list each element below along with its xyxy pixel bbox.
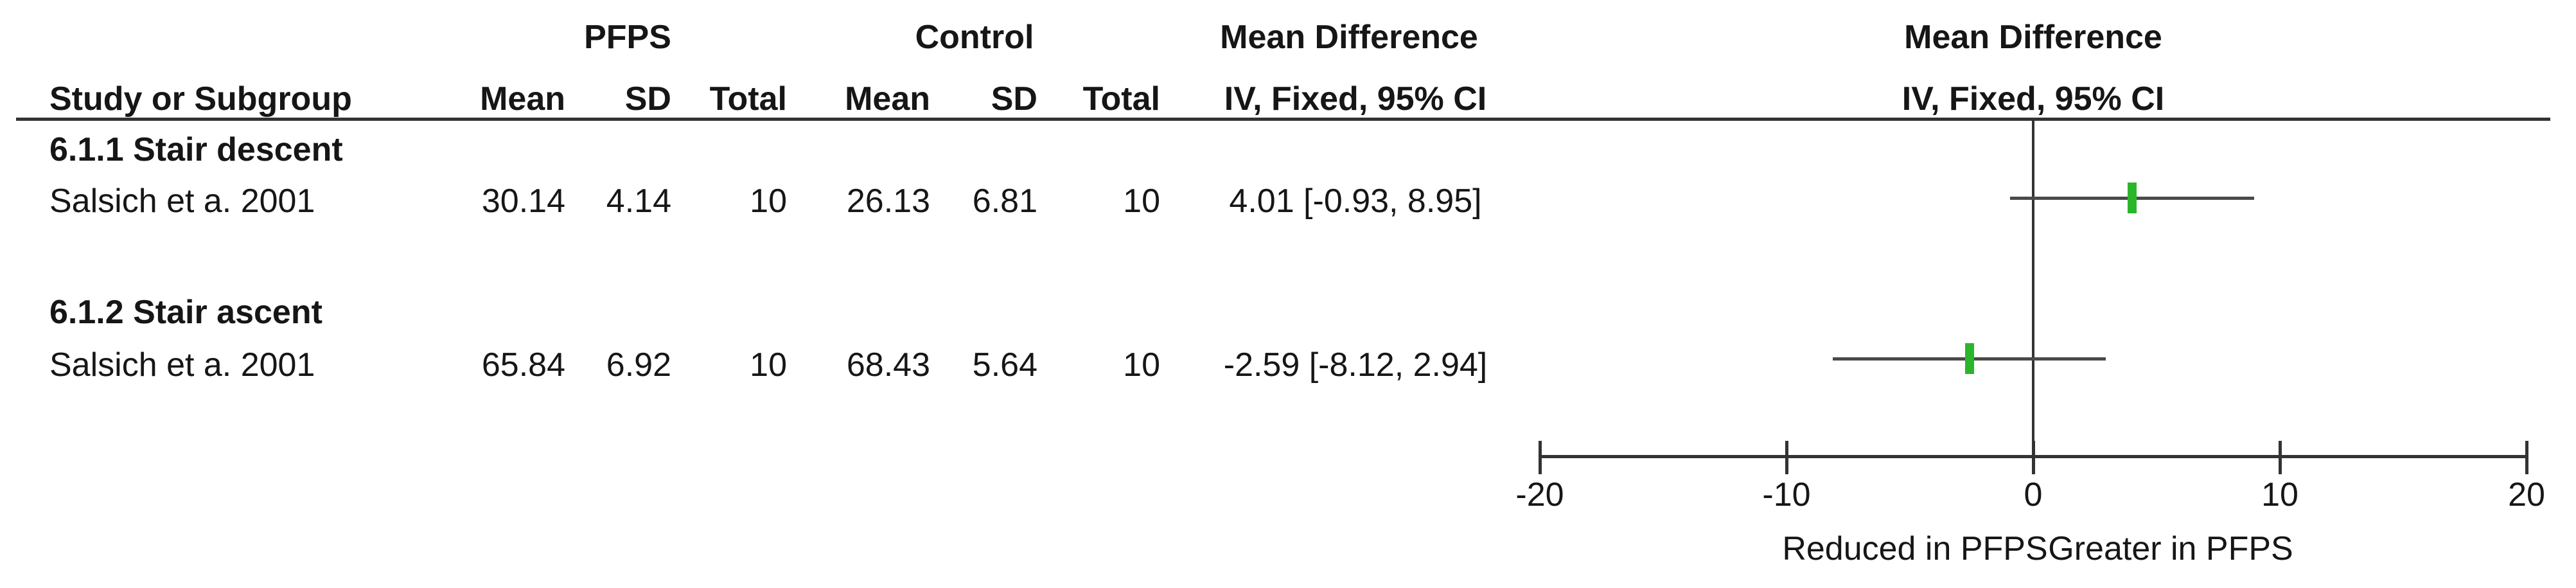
- axis-tick-label: -10: [1762, 476, 1811, 513]
- axis-annotation-right: Greater in PFPS: [2048, 530, 2293, 567]
- zero-reference-line: [2032, 120, 2034, 456]
- group-header-pfps: PFPS: [584, 19, 671, 56]
- ci-text-value: 4.01 [-0.93, 8.95]: [1229, 183, 1482, 220]
- control-sd-value: 5.64: [972, 346, 1037, 384]
- point-estimate-marker: [2127, 183, 2137, 213]
- pfps-sd-value: 4.14: [606, 183, 671, 220]
- axis-tick: [2031, 441, 2035, 474]
- axis-tick: [1538, 441, 1542, 474]
- ci-graph-col-header: IV, Fixed, 95% CI: [1901, 80, 2165, 118]
- ci-text-col-header: IV, Fixed, 95% CI: [1224, 80, 1487, 118]
- control-sd-value: 6.81: [972, 183, 1037, 220]
- study-name: Salsich et a. 2001: [49, 183, 315, 220]
- study-col-header: Study or Subgroup: [49, 80, 352, 118]
- control-total-value: 10: [1123, 346, 1160, 384]
- mean-difference-text-col-title: Mean Difference: [1220, 19, 1478, 56]
- axis-tick: [2525, 441, 2528, 474]
- subgroup-heading: 6.1.2 Stair ascent: [49, 294, 322, 331]
- control-mean-value: 26.13: [846, 183, 930, 220]
- col-header-pfps-mean: Mean: [480, 80, 565, 118]
- axis-tick-label: 0: [2024, 476, 2043, 513]
- control-total-value: 10: [1123, 183, 1160, 220]
- pfps-sd-value: 6.92: [606, 346, 671, 384]
- axis-tick: [2278, 441, 2282, 474]
- pfps-mean-value: 65.84: [481, 346, 565, 384]
- ci-text-value: -2.59 [-8.12, 2.94]: [1223, 346, 1488, 384]
- axis-tick-label: 10: [2261, 476, 2298, 513]
- point-estimate-marker: [1964, 343, 1974, 374]
- col-header-control-sd: SD: [991, 80, 1037, 118]
- col-header-control-total: Total: [1082, 80, 1160, 118]
- header-rule: [16, 118, 2550, 121]
- study-name: Salsich et a. 2001: [49, 346, 315, 384]
- pfps-mean-value: 30.14: [481, 183, 565, 220]
- axis-tick: [1785, 441, 1788, 474]
- axis-tick-label: -20: [1515, 476, 1564, 513]
- axis-annotation-left: Reduced in PFPS: [1782, 530, 2048, 567]
- pfps-total-value: 10: [750, 183, 787, 220]
- col-header-pfps-total: Total: [709, 80, 787, 118]
- control-mean-value: 68.43: [846, 346, 930, 384]
- axis-tick-label: 20: [2508, 476, 2545, 513]
- subgroup-heading: 6.1.1 Stair descent: [49, 131, 343, 168]
- col-header-control-mean: Mean: [845, 80, 930, 118]
- col-header-pfps-sd: SD: [624, 80, 671, 118]
- pfps-total-value: 10: [750, 346, 787, 384]
- mean-difference-graph-col-title: Mean Difference: [1904, 19, 2162, 56]
- group-header-control: Control: [915, 19, 1034, 56]
